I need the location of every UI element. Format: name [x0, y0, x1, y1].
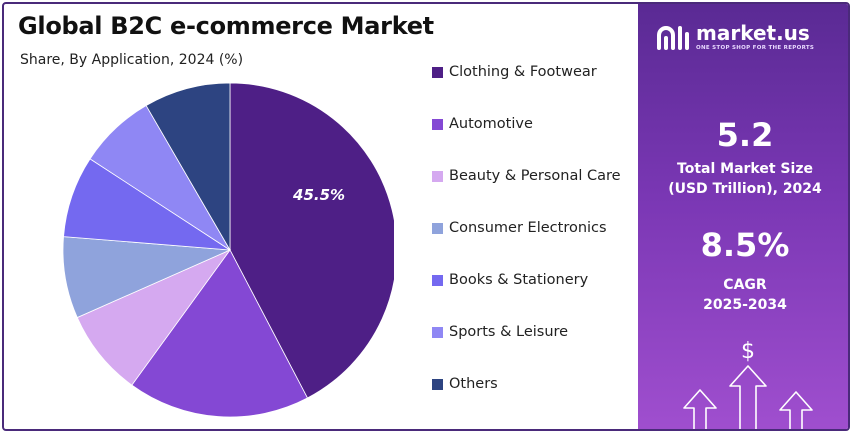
brand-name: market.us — [696, 21, 810, 45]
dollar-icon: $ — [741, 339, 755, 364]
legend-label: Beauty & Personal Care — [449, 168, 621, 184]
market-size-value: 5.2 — [716, 116, 774, 154]
legend-swatch — [432, 274, 443, 286]
pie-slice-others — [145, 82, 231, 252]
pie-slice-automotive — [131, 249, 308, 418]
pie-slice-clothing-footwear — [229, 82, 394, 399]
cagr-value: 8.5% — [700, 226, 790, 264]
market-us-logo-icon — [657, 26, 689, 50]
legend-swatch — [432, 118, 443, 130]
legend-swatch — [432, 326, 443, 338]
stats-panel: market.us ONE STOP SHOP FOR THE REPORTS … — [638, 4, 848, 429]
legend-item-others: Others — [432, 376, 498, 392]
legend-label: Clothing & Footwear — [449, 64, 597, 80]
pie-slice-beauty-personal-care — [76, 249, 232, 386]
cagr-period: 2025-2034 — [703, 297, 787, 313]
legend-swatch — [432, 378, 443, 390]
brand-logo: market.us ONE STOP SHOP FOR THE REPORTS — [656, 22, 814, 52]
legend-swatch — [432, 66, 443, 78]
pie-svg: 45.5% — [62, 82, 394, 418]
growth-arrows-icon: $ — [683, 339, 813, 429]
legend-label: Books & Stationery — [449, 272, 589, 288]
legend-label: Sports & Leisure — [449, 324, 569, 340]
legend-label: Others — [449, 376, 498, 392]
pie-chart: 45.5% — [34, 80, 394, 420]
chart-title: Global B2C e-commerce Market — [18, 12, 434, 40]
legend-item-consumer-electronics: Consumer Electronics — [432, 220, 607, 236]
legend-item-sports-leisure: Sports & Leisure — [432, 324, 568, 340]
legend-label: Consumer Electronics — [449, 220, 607, 236]
legend-item-books-stationery: Books & Stationery — [432, 272, 588, 288]
cagr-label: CAGR — [723, 277, 767, 293]
legend-item-clothing-footwear: Clothing & Footwear — [432, 64, 597, 80]
data-label-clothing-footwear: 45.5% — [292, 186, 345, 204]
chart-subtitle: Share, By Application, 2024 (%) — [20, 52, 244, 68]
brand-tagline: ONE STOP SHOP FOR THE REPORTS — [696, 45, 815, 51]
legend-swatch — [432, 222, 443, 234]
market-size-label-2: (USD Trillion), 2024 — [668, 181, 822, 197]
legend-item-beauty-personal-care: Beauty & Personal Care — [432, 168, 621, 184]
market-size-label-1: Total Market Size — [677, 161, 813, 177]
legend-item-automotive: Automotive — [432, 116, 533, 132]
legend-swatch — [432, 170, 443, 182]
legend-label: Automotive — [449, 116, 533, 132]
